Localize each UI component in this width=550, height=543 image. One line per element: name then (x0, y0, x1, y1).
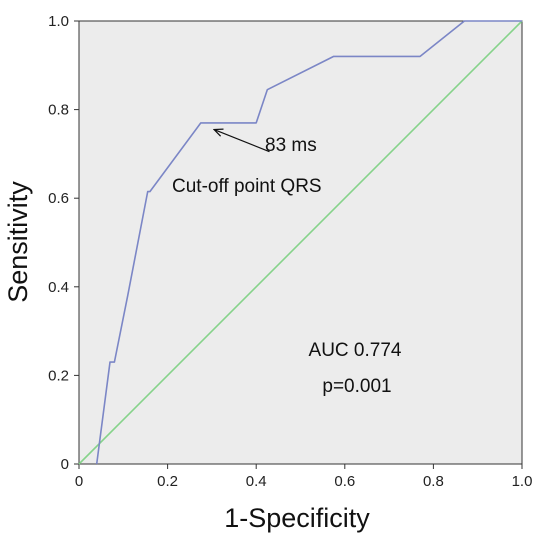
y-axis-title: Sensitivity (3, 181, 33, 303)
cutoff-point-label: Cut-off point QRS (172, 176, 322, 197)
y-tick-label: 0 (61, 456, 69, 473)
x-tick-label: 0.4 (246, 473, 267, 490)
cutoff-arrow (214, 130, 270, 153)
y-tick-label: 0.8 (48, 102, 69, 119)
y-tick-label: 0.4 (48, 279, 69, 296)
x-axis-title: 1-Specificity (224, 503, 370, 533)
x-tick-label: 0.8 (423, 473, 444, 490)
y-tick-label: 1.0 (48, 13, 69, 30)
axis-ticks: 0 0.2 0.4 0.6 0.8 1.0 0 0.2 0.4 0.6 0.8 1.0 (48, 13, 532, 490)
p-value-label: p=0.001 (322, 376, 391, 397)
cutoff-value-label: 83 ms (265, 135, 317, 156)
reference-diagonal-line (78, 20, 523, 465)
series-layer (78, 20, 523, 465)
x-tick-label: 0.6 (334, 473, 355, 490)
y-tick-label: 0.6 (48, 190, 69, 207)
x-tick-label: 0 (75, 473, 83, 490)
auc-label: AUC 0.774 (309, 340, 402, 361)
annotation-layer: 83 ms Cut-off point QRS AUC 0.774 p=0.001 (172, 130, 402, 397)
x-tick-label: 0.2 (157, 473, 178, 490)
x-tick-label: 1.0 (512, 473, 533, 490)
y-tick-label: 0.2 (48, 367, 69, 384)
roc-curve-line (95, 20, 522, 465)
